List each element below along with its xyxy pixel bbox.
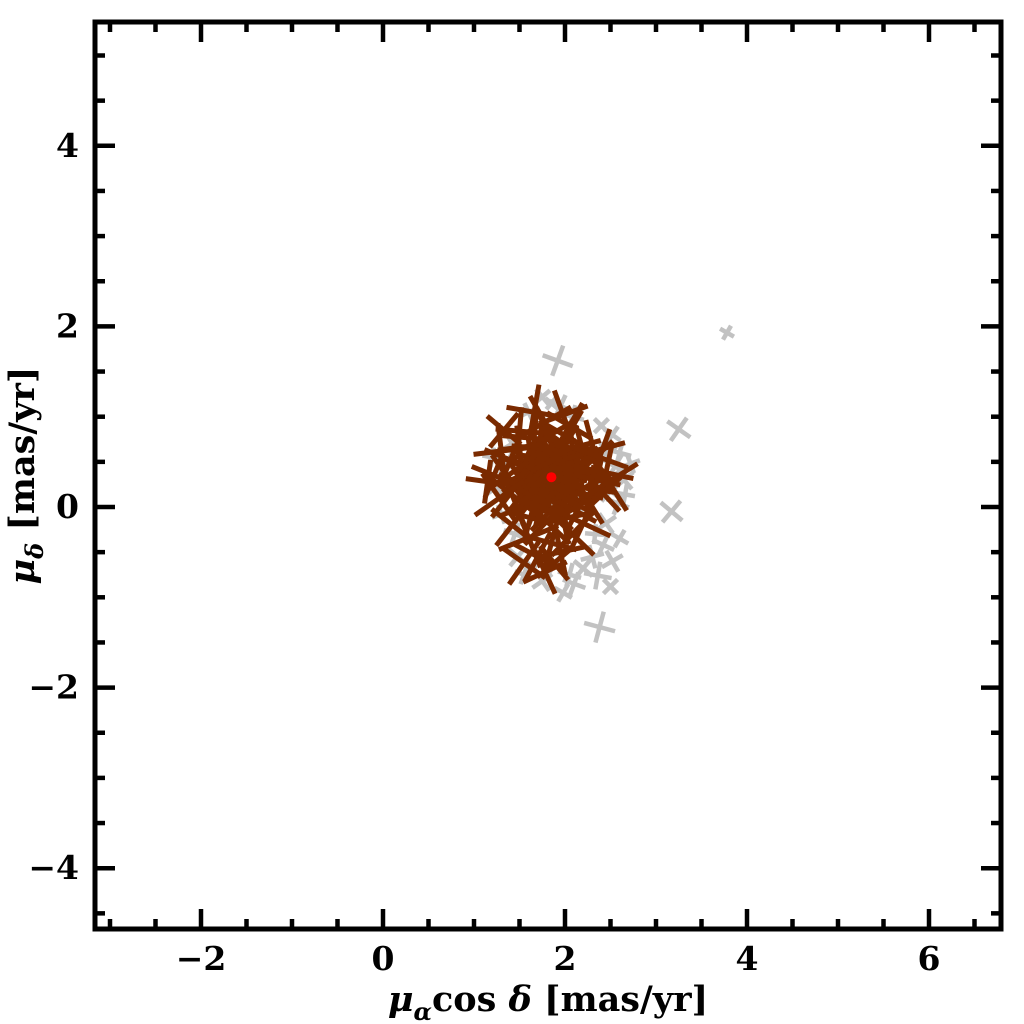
cross-marker — [659, 499, 684, 524]
cross-marker — [601, 577, 620, 596]
cross-marker — [594, 512, 618, 535]
axes-frame — [92, 19, 1004, 932]
axis-ticks — [95, 22, 1001, 929]
cross-marker — [553, 583, 573, 603]
y-tick-label: 0 — [56, 487, 79, 526]
y-tick-label: −2 — [28, 668, 79, 707]
x-tick-label: −2 — [176, 939, 227, 978]
y-tick-label: 4 — [56, 126, 79, 165]
cross-marker — [535, 544, 573, 582]
cross-marker — [666, 416, 692, 443]
cross-marker — [537, 389, 589, 441]
x-tick-label: 6 — [918, 939, 941, 978]
cross-marker — [592, 417, 611, 435]
cross-marker — [583, 611, 616, 644]
cross-marker — [554, 495, 612, 552]
cross-marker — [600, 549, 624, 573]
x-tick-label: 2 — [554, 939, 577, 978]
cross-marker — [570, 428, 629, 487]
x-tick-label: 0 — [372, 939, 395, 978]
centroid-dot-marker — [546, 472, 557, 483]
cross-marker — [485, 411, 523, 449]
x-tick-label: 4 — [736, 939, 759, 978]
cross-marker — [506, 384, 563, 441]
cross-marker — [718, 324, 736, 341]
cross-marker — [541, 344, 574, 377]
y-axis-label: μδ [mas/yr] — [2, 367, 49, 585]
x-axis-label: μαcos δ [mas/yr] — [388, 979, 708, 1024]
y-tick-label: −4 — [28, 848, 79, 887]
y-tick-label: 2 — [56, 306, 79, 345]
cross-marker — [465, 459, 510, 504]
cross-marker — [609, 528, 630, 549]
plot-area — [465, 324, 736, 644]
series-mean_proper_motion_red_dot — [546, 472, 557, 483]
